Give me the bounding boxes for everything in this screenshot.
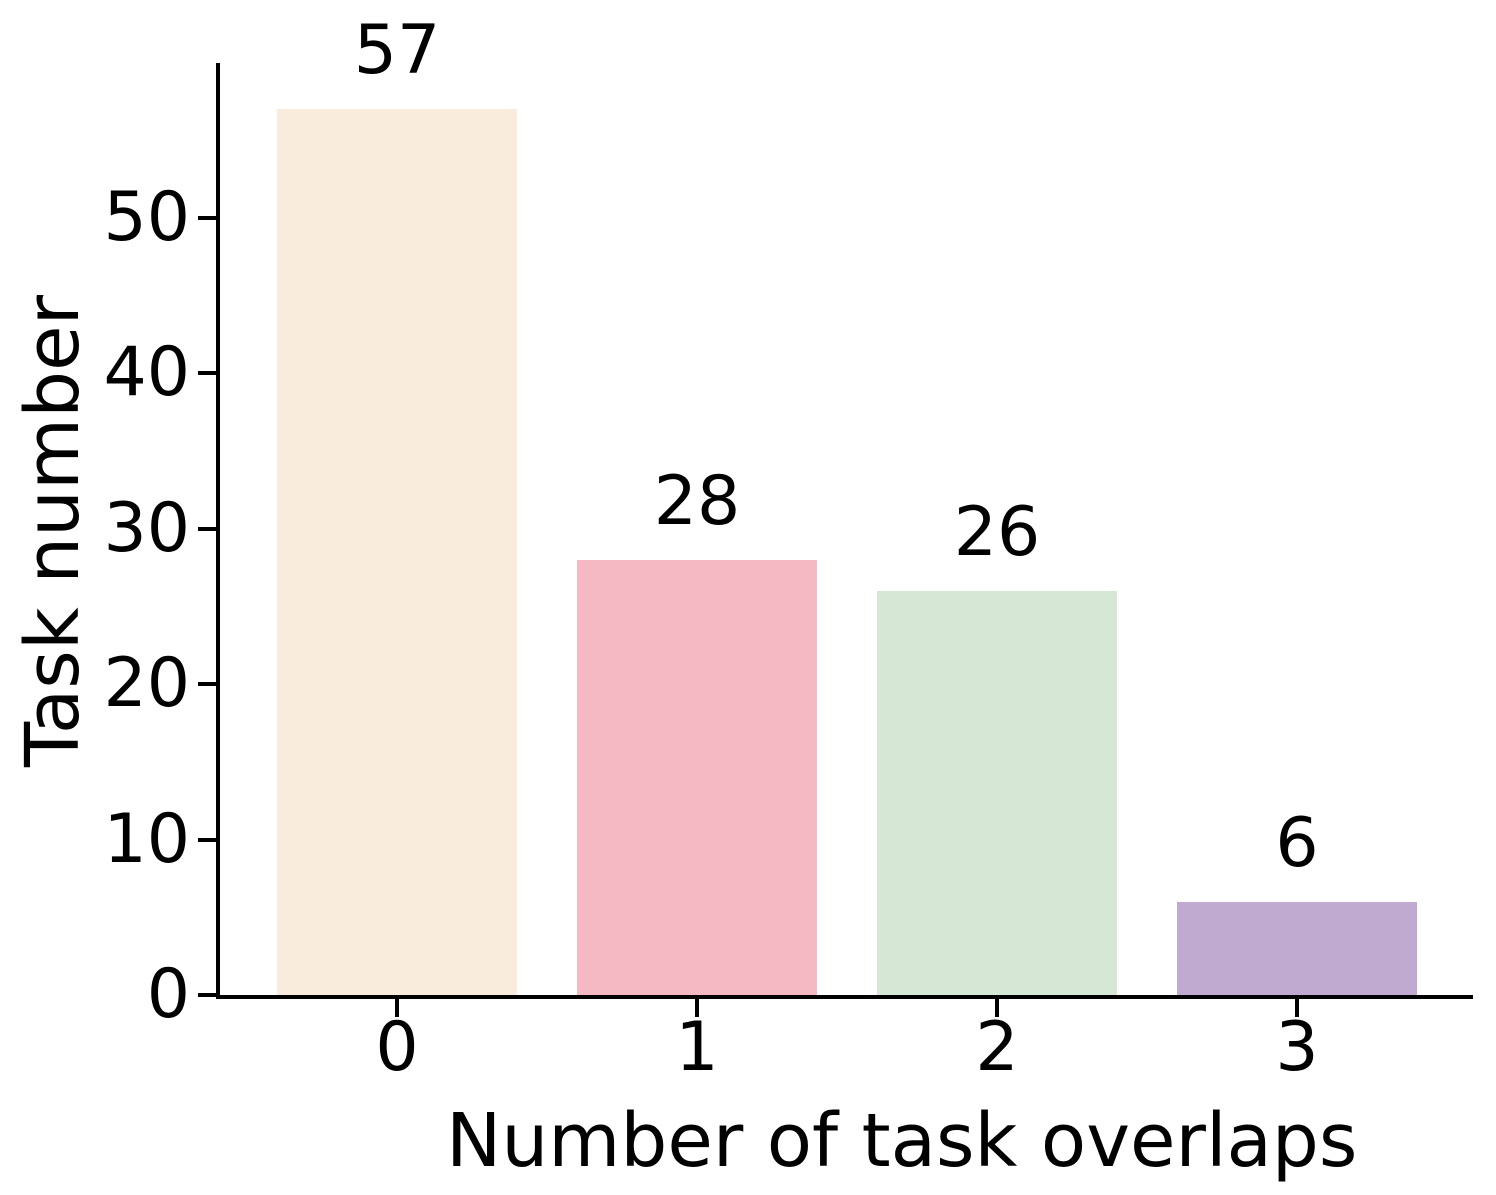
bar-value-label: 26: [953, 492, 1041, 572]
x-tick-label: 2: [975, 1008, 1019, 1087]
x-tick-label: 1: [675, 1008, 719, 1087]
y-tick-label: 50: [103, 178, 190, 257]
bar: [1177, 901, 1417, 995]
bar: [277, 109, 517, 995]
x-axis-label: Number of task overlaps: [446, 1098, 1358, 1184]
x-tick-mark: [695, 999, 699, 1017]
y-tick-label: 0: [146, 955, 190, 1034]
y-tick-label: 10: [103, 799, 190, 879]
bar-value-label: 28: [653, 461, 741, 541]
x-tick-mark: [1295, 999, 1299, 1017]
bar: [877, 590, 1117, 995]
y-tick-mark: [198, 526, 216, 531]
x-tick-label: 0: [375, 1008, 419, 1087]
x-tick-mark: [995, 999, 999, 1017]
x-tick-mark: [395, 999, 399, 1017]
y-tick-label: 20: [103, 644, 190, 724]
y-axis-spine: [216, 63, 220, 999]
y-tick-label: 30: [103, 488, 190, 568]
bar-value-label: 57: [353, 11, 441, 91]
x-axis-spine: [216, 995, 1473, 999]
bar: [577, 559, 817, 995]
y-tick-mark: [198, 837, 216, 842]
bar-value-label: 6: [1275, 803, 1319, 883]
y-tick-mark: [198, 216, 216, 220]
y-tick-mark: [198, 682, 216, 687]
y-tick-mark: [198, 371, 216, 376]
y-tick-label: 40: [103, 333, 190, 413]
x-tick-label: 3: [1275, 1008, 1319, 1087]
y-tick-mark: [198, 993, 216, 997]
